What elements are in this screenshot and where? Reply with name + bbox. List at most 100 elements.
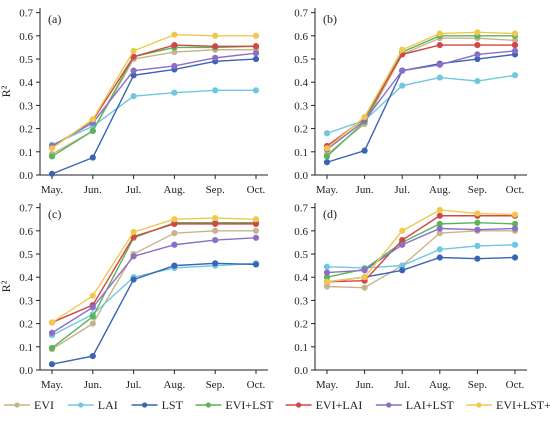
panel-label: (c) [48, 207, 61, 221]
data-point-lst [511, 254, 519, 261]
data-point-lai [130, 93, 137, 100]
data-point-evi-lst-lai [399, 46, 406, 53]
data-point-lai [511, 241, 519, 248]
data-point-evi [361, 284, 368, 291]
data-point-evi-lst-lai [436, 206, 443, 214]
series-line-lst [51, 58, 257, 175]
series-line-lai-lst [51, 237, 257, 334]
data-point-evi-lst-lai [511, 211, 519, 218]
data-point-lai-lst [171, 241, 178, 248]
x-tick-label: Sep. [206, 379, 226, 391]
y-tick-label: 0.0 [19, 170, 33, 182]
x-tick-label: Aug. [164, 379, 186, 391]
series-line-lai [51, 89, 256, 146]
data-point-lst [436, 254, 443, 261]
series-line-evi-lst [51, 45, 257, 158]
chart-panel-a: 0.0 0.1 0.2 0.3 0.4 0.5 0.6 0.7 May. Jun. Jul. Aug.… [19, 8, 268, 196]
y-tick-label: 0.6 [19, 31, 33, 43]
data-point-evi-lst-lai [361, 113, 368, 121]
panel-label: (a) [48, 12, 61, 26]
data-point-evi-lst-lai [252, 32, 260, 39]
legend-label: LST [162, 398, 184, 412]
data-point-evi-lst [323, 153, 331, 160]
x-tick-label: May. [41, 379, 63, 391]
data-point-evi-lai [252, 43, 260, 50]
x-tick-label: Jul. [394, 184, 410, 196]
data-point-lai-lst [436, 61, 443, 68]
legend-swatch-marker [14, 402, 20, 408]
y-tick-label: 0.4 [19, 77, 33, 89]
data-point-lai [436, 246, 443, 253]
series-line-lai [326, 244, 516, 269]
data-point-lst [212, 260, 219, 267]
data-point-evi-lst-lai [212, 214, 219, 222]
data-point-lai-lst [89, 304, 96, 311]
x-tick-label: Sep. [206, 184, 226, 196]
panel-label: (b) [323, 12, 337, 26]
data-point-evi-lst-lai [89, 116, 96, 123]
data-point-lai-lst [130, 253, 137, 260]
data-point-evi-lai [171, 42, 178, 49]
data-point-evi-lst-lai [361, 274, 368, 281]
y-tick-label: 0.6 [19, 226, 33, 238]
data-point-evi-lst-lai [252, 216, 260, 223]
series-line-evi [51, 49, 256, 155]
y-tick-label: 0.0 [294, 365, 308, 377]
data-point-lai [212, 87, 219, 94]
y-tick-label: 0.1 [294, 342, 308, 354]
data-point-lai-lst [474, 51, 481, 58]
data-point-lai-lst [399, 241, 406, 248]
y-tick-label: 0.2 [294, 319, 308, 331]
series-line-evi-lst-lai [51, 33, 256, 149]
data-point-lai-lst [48, 329, 56, 336]
data-point-lai-lst [511, 47, 519, 55]
data-point-lai-lst [252, 234, 260, 241]
data-point-evi-lst-lai [474, 210, 481, 217]
legend-label: EVI+LAI [316, 398, 363, 412]
legend-swatch-marker [78, 402, 84, 408]
series-line-evi-lai [326, 215, 515, 283]
data-point-evi [212, 227, 219, 234]
data-point-lai-lst [436, 225, 443, 232]
data-point-evi-lai [511, 42, 519, 49]
series-line-lai-lst [326, 227, 516, 274]
data-point-lst [474, 255, 481, 262]
data-point-lai [474, 242, 481, 250]
data-point-lst [252, 261, 260, 268]
y-tick-label: 0.4 [19, 272, 33, 284]
x-tick-label: Jun. [84, 184, 102, 196]
data-point-evi-lst-lai [48, 145, 56, 152]
data-point-lai [399, 82, 406, 89]
y-tick-label: 0.3 [19, 295, 33, 307]
x-tick-label: Jun. [84, 379, 102, 391]
chart-panel-d: 0.0 0.1 0.2 0.3 0.4 0.5 0.6 0.7 May. Jun. Jul. Aug.… [294, 203, 527, 391]
y-tick-label: 0.2 [19, 124, 33, 136]
data-point-evi-lst-lai [399, 227, 406, 234]
data-point-lai [436, 74, 443, 81]
y-tick-label: 0.3 [294, 100, 308, 112]
data-point-evi-lst [48, 344, 56, 352]
data-point-lai-lst [252, 50, 260, 57]
legend-label: EVI [34, 398, 54, 412]
data-point-lst [89, 154, 96, 161]
data-point-evi-lst [89, 313, 96, 320]
y-tick-label: 0.0 [294, 170, 308, 182]
data-point-evi [89, 320, 96, 327]
x-tick-label: May. [316, 184, 338, 196]
x-tick-label: Jun. [356, 379, 374, 391]
series-line-evi-lst-lai [51, 217, 257, 324]
legend-item-lst: LST [131, 398, 184, 412]
data-point-evi-lst-lai [171, 31, 178, 38]
x-tick-label: Jul. [394, 379, 410, 391]
data-point-evi-lst [48, 153, 56, 160]
x-tick-label: Oct. [506, 184, 525, 196]
data-point-evi-lai [212, 220, 219, 227]
legend-item-evi-lst-lai: EVI+LST+LAI [466, 398, 550, 412]
legend-swatch-marker [476, 402, 482, 408]
y-tick-label: 0.7 [294, 8, 308, 20]
data-point-lai-lst [212, 54, 219, 61]
x-tick-label: Aug. [429, 379, 451, 391]
x-tick-label: May. [316, 379, 338, 391]
y-tick-label: 0.5 [19, 249, 33, 261]
data-point-lst [130, 276, 137, 283]
